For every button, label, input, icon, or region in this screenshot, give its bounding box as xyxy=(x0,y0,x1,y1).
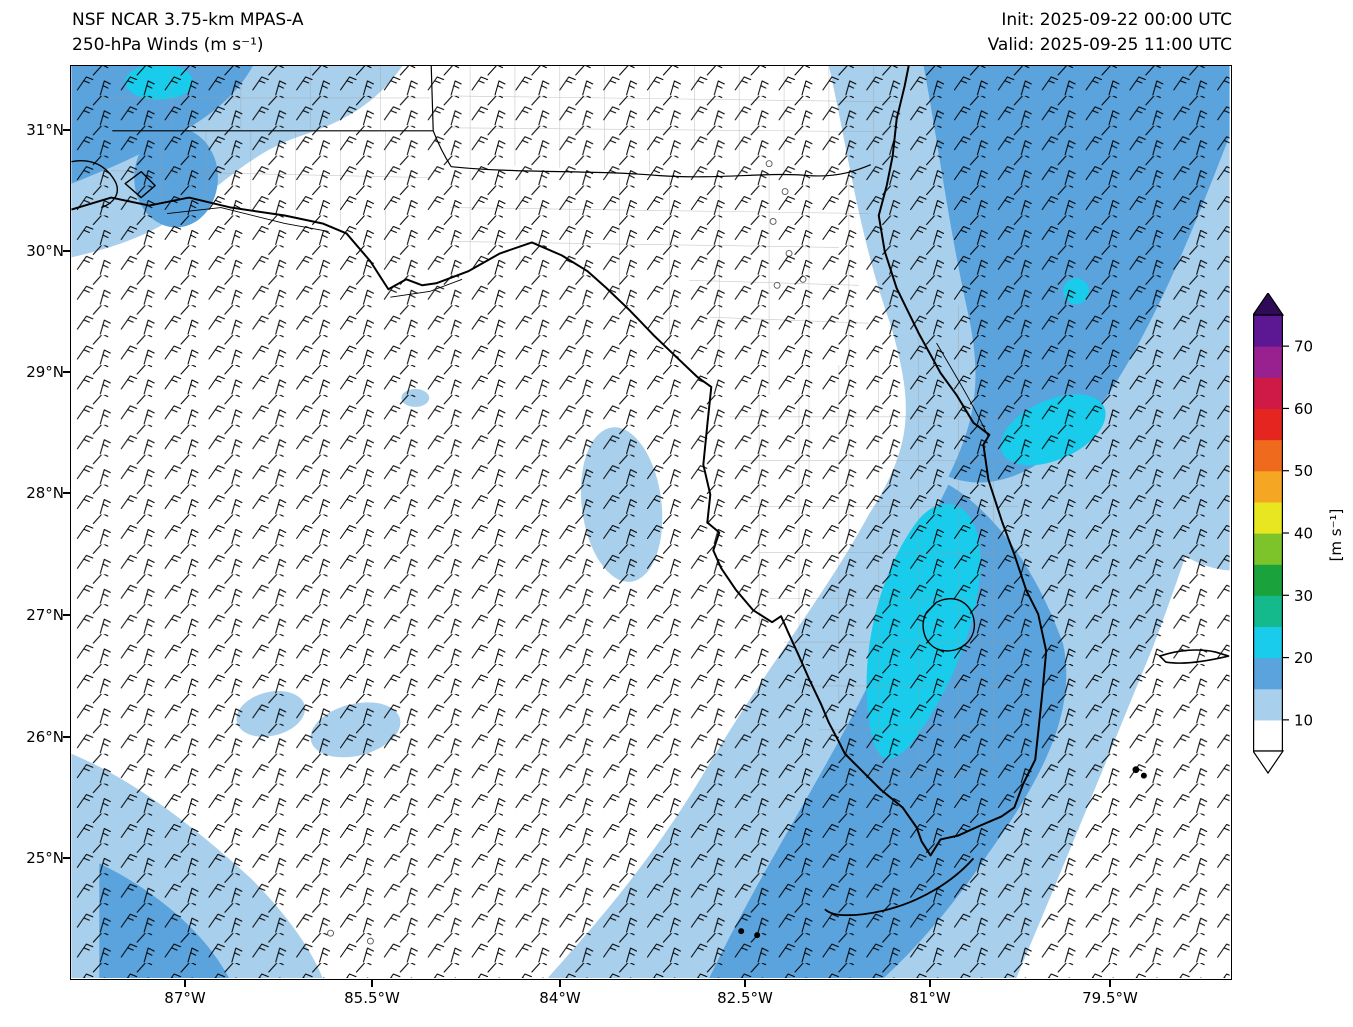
lat-tick-mark xyxy=(63,736,70,738)
colorbar-segment xyxy=(1253,377,1283,410)
colorbar-tick-label: 50 xyxy=(1294,462,1313,480)
lat-tick-mark xyxy=(63,129,70,131)
colorbar-segment xyxy=(1253,564,1283,596)
lat-tick-label: 30°N xyxy=(26,242,64,260)
colorbar-tick-label: 60 xyxy=(1294,400,1313,418)
colorbar-unit-label: [m s⁻¹] xyxy=(1327,509,1345,562)
colorbar-segment xyxy=(1253,626,1283,659)
plot-title: NSF NCAR 3.75-km MPAS-A xyxy=(72,10,304,30)
colorbar-under-arrow xyxy=(1251,750,1285,775)
colorbar-segment xyxy=(1253,346,1283,378)
lon-tick-mark xyxy=(744,980,746,987)
lon-tick-label: 84°W xyxy=(539,989,581,1007)
lat-tick-label: 31°N xyxy=(26,121,64,139)
colorbar-tick-label: 40 xyxy=(1294,525,1313,543)
lon-tick-mark xyxy=(1109,980,1111,987)
lat-tick-mark xyxy=(63,614,70,616)
colorbar-segment xyxy=(1253,719,1283,752)
lat-tick-label: 28°N xyxy=(26,484,64,502)
colorbar: 10 20 30 40 50 60 70 [m s⁻¹] xyxy=(1251,291,1353,777)
colorbar-segment xyxy=(1253,408,1283,441)
init-time-label: Init: 2025-09-22 00:00 UTC xyxy=(1001,10,1232,30)
lat-tick-label: 27°N xyxy=(26,606,64,624)
lon-tick-label: 87°W xyxy=(164,989,206,1007)
colorbar-tick-label: 20 xyxy=(1294,649,1313,667)
lat-tick-mark xyxy=(63,492,70,494)
colorbar-segment xyxy=(1253,439,1283,472)
run-time-block: Init: 2025-09-22 00:00 UTC Valid: 2025-0… xyxy=(988,8,1232,58)
colorbar-segment xyxy=(1253,470,1283,503)
colorbar-segment xyxy=(1253,315,1283,347)
lon-tick-label: 79.5°W xyxy=(1082,989,1138,1007)
lon-tick-mark xyxy=(184,980,186,987)
colorbar-segment xyxy=(1253,501,1283,534)
colorbar-segment xyxy=(1253,533,1283,565)
colorbar-segment xyxy=(1253,688,1283,721)
lat-tick-label: 25°N xyxy=(26,849,64,867)
plot-subtitle: 250-hPa Winds (m s⁻¹) xyxy=(72,35,264,55)
lat-tick-label: 29°N xyxy=(26,363,64,381)
lon-tick-mark xyxy=(559,980,561,987)
lat-tick-label: 26°N xyxy=(26,728,64,746)
lon-tick-mark xyxy=(371,980,373,987)
colorbar-tick-label: 30 xyxy=(1294,587,1313,605)
colorbar-over-arrow xyxy=(1251,291,1285,316)
lon-tick-label: 82.5°W xyxy=(717,989,773,1007)
lon-tick-mark xyxy=(929,980,931,987)
lat-tick-mark xyxy=(63,857,70,859)
colorbar-segment xyxy=(1253,595,1283,628)
colorbar-segment xyxy=(1253,657,1283,690)
lat-tick-mark xyxy=(63,250,70,252)
colorbar-tick-label: 70 xyxy=(1294,338,1313,356)
title-block: NSF NCAR 3.75-km MPAS-A 250-hPa Winds (m… xyxy=(72,8,304,58)
lon-tick-label: 85.5°W xyxy=(344,989,400,1007)
colorbar-tick-label: 10 xyxy=(1294,711,1313,729)
map-frame xyxy=(70,65,1232,980)
valid-time-label: Valid: 2025-09-25 11:00 UTC xyxy=(987,35,1232,55)
lon-tick-label: 81°W xyxy=(909,989,951,1007)
wind-barbs-layer xyxy=(71,66,1230,978)
map-canvas xyxy=(71,66,1230,978)
lat-tick-mark xyxy=(63,371,70,373)
